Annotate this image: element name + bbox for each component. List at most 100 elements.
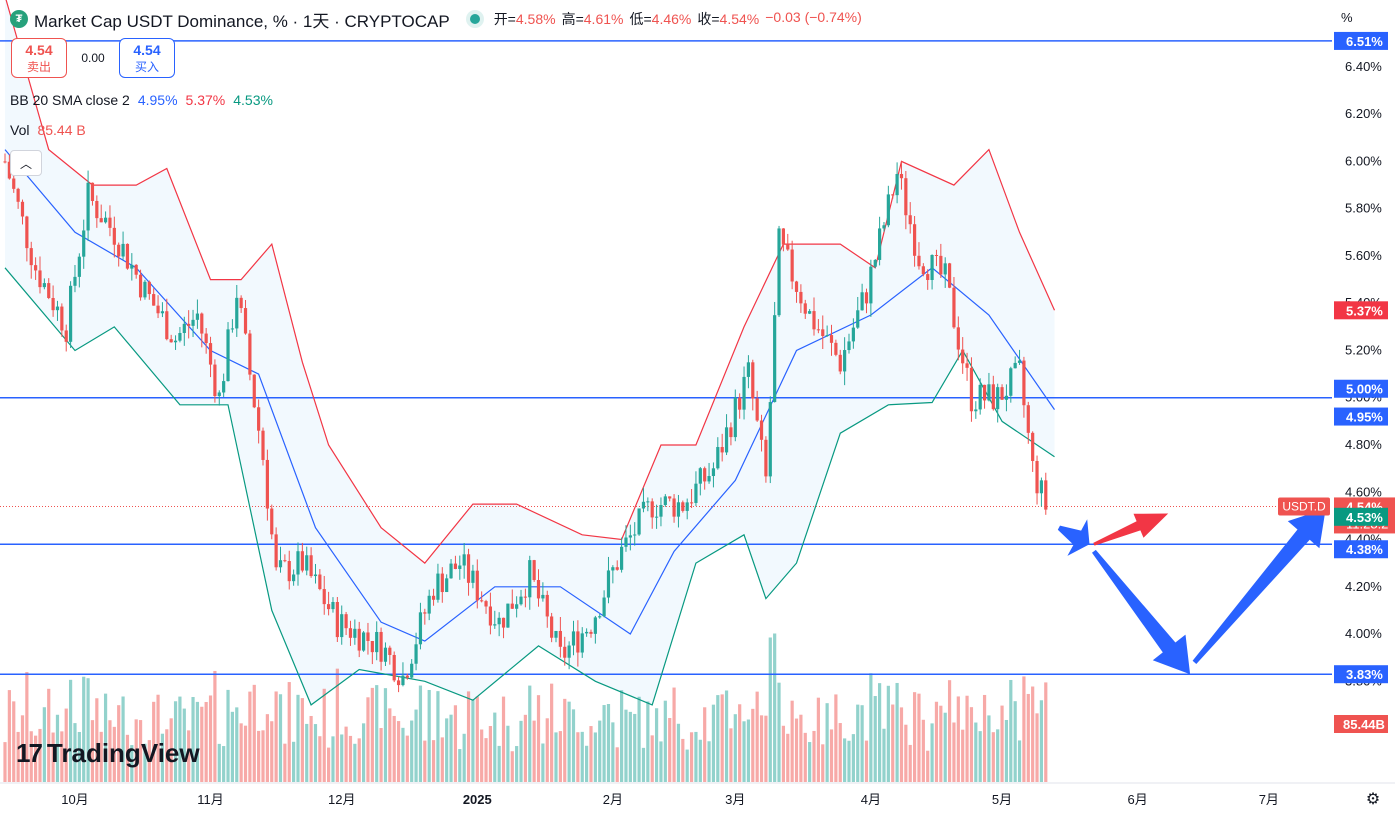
candle-body <box>64 330 68 342</box>
y-tick-label: 6.40% <box>1345 59 1382 74</box>
chevron-up-icon: ︿ <box>19 156 32 171</box>
volume-bar <box>414 709 418 782</box>
volume-bar <box>309 715 313 782</box>
candle-body <box>812 311 816 330</box>
candle-body <box>585 631 589 634</box>
candle-body <box>270 508 274 535</box>
candle-body <box>449 563 453 579</box>
bb-lower-line <box>4 267 1055 706</box>
price-label-bb_upper: 5.37% <box>1334 301 1388 320</box>
volume-bar <box>724 690 729 782</box>
price-label-text: 4.53% <box>1346 510 1383 525</box>
ohlc-open: 开=4.58% <box>493 11 556 27</box>
volume-bar <box>720 694 724 782</box>
collapse-legend-button[interactable]: ︿ <box>10 150 42 176</box>
candle-body <box>991 384 995 410</box>
ohlc-values: 开=4.58% 高=4.61% 低=4.46% 收=4.54% −0.03 (−… <box>494 9 862 29</box>
candle-body <box>313 574 318 577</box>
volume-bar <box>794 718 799 782</box>
candle-body <box>576 631 580 653</box>
candle-body <box>943 263 947 275</box>
candle-body <box>646 501 650 503</box>
candle-body <box>462 554 466 566</box>
volume-bar <box>768 637 772 782</box>
candle-body <box>921 266 925 275</box>
volume-bar <box>392 715 396 782</box>
candle-body <box>34 265 38 271</box>
volume-bar <box>3 742 7 782</box>
volume-bar <box>580 731 584 782</box>
volume-bar <box>283 743 287 782</box>
price-label-text: 6.51% <box>1346 34 1383 49</box>
candle-body <box>60 306 64 331</box>
y-tick-label: 5.60% <box>1345 248 1382 263</box>
volume-bar <box>550 683 554 782</box>
horizontal-lines[interactable] <box>0 40 1332 675</box>
candle-body <box>882 225 886 229</box>
gear-icon[interactable]: ⚙ <box>1365 791 1381 808</box>
candle-body <box>611 567 615 571</box>
candle-body <box>733 397 737 438</box>
candle-body <box>484 601 488 607</box>
bb-indicator-legend[interactable]: BB 20 SMA close 2 4.95% 5.37% 4.53% <box>10 92 273 108</box>
volume-bar <box>786 733 790 782</box>
volume-bar <box>759 715 764 782</box>
volume-bar <box>685 749 689 782</box>
volume-bar <box>292 741 296 782</box>
volume-bar <box>659 741 663 782</box>
volume-bar <box>567 701 571 782</box>
volume-bar <box>593 732 597 782</box>
volume-bar <box>878 683 882 782</box>
candle-body <box>103 217 108 223</box>
volume-bar <box>278 694 283 782</box>
candle-body <box>213 364 217 397</box>
volume-bar <box>327 747 331 782</box>
candle-body <box>716 447 720 469</box>
candle-body <box>742 376 746 410</box>
time-axis[interactable]: 10月 11月 12月 2025 2月 3月 4月 5月 6月 7月 <box>61 792 1279 807</box>
candle-body <box>939 255 943 275</box>
volume-bar <box>7 690 11 782</box>
volume-bar <box>969 707 974 782</box>
volume-bar <box>1000 705 1004 782</box>
volume-bar <box>130 745 134 782</box>
volume-bar <box>353 743 357 782</box>
volume-bar <box>764 715 768 782</box>
candle-body <box>926 274 930 280</box>
volume-bar <box>445 718 449 782</box>
candle-body <box>431 595 436 600</box>
candle-body <box>768 402 772 477</box>
volume-bar <box>379 728 383 782</box>
volume-indicator-legend[interactable]: Vol 85.44 B <box>10 122 86 138</box>
candle-body <box>563 646 567 658</box>
candle-body <box>445 578 449 593</box>
price-axis[interactable]: 3.80%4.00%4.20%4.40%4.60%4.80%5.00%5.20%… <box>1345 59 1382 688</box>
candle-body <box>300 551 304 571</box>
candle-body <box>375 631 379 653</box>
volume-bar <box>873 696 877 782</box>
candle-body <box>493 624 497 626</box>
buy-button[interactable]: 4.54 买入 <box>119 38 175 78</box>
candle-body <box>974 409 978 412</box>
volume-bar <box>436 691 440 782</box>
volume-axis-label: 85.44B <box>1334 715 1388 733</box>
candle-body <box>1039 480 1044 494</box>
candle-body <box>16 188 20 202</box>
candle-body <box>536 580 541 599</box>
volume-bar <box>803 732 807 782</box>
blue-arrow <box>1192 508 1326 664</box>
candle-body <box>829 335 834 343</box>
tradingview-logo[interactable]: 17 TradingView <box>16 738 200 769</box>
volume-bar <box>895 682 899 782</box>
volume-bar <box>930 723 934 782</box>
arrow-annotations[interactable] <box>1057 508 1326 675</box>
volume-bar <box>160 733 165 782</box>
bb-fill-area <box>5 0 1055 705</box>
volume-bar <box>602 705 606 782</box>
sell-button[interactable]: 4.54 卖出 <box>11 38 67 78</box>
market-status-icon[interactable] <box>469 14 480 24</box>
candle-body <box>383 647 388 662</box>
candle-body <box>519 596 523 605</box>
volume-bar <box>698 739 702 782</box>
